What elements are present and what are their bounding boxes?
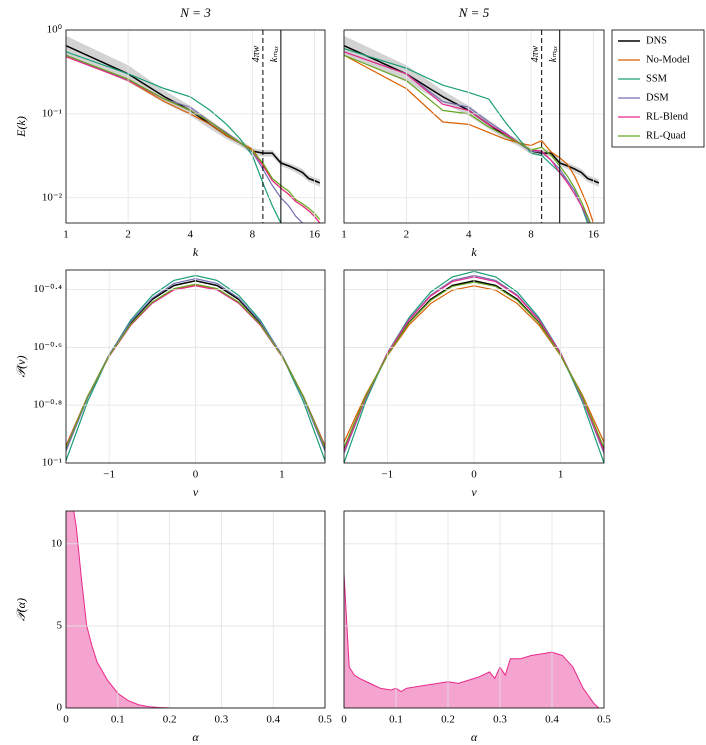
x-tick-label: 4 [187, 229, 193, 241]
axes-frame [65, 269, 326, 464]
y-tick-label: 10⁻¹ [42, 107, 62, 119]
y-tick-label: 10⁻⁰·⁴ [33, 283, 62, 295]
reference-label: 4πw [530, 45, 541, 62]
series-line [344, 54, 591, 223]
x-tick-label: −1 [103, 469, 115, 481]
x-axis-label: α [192, 730, 199, 744]
legend-box [611, 29, 705, 148]
y-tick-label: 0 [57, 702, 63, 714]
x-tick-label: 0.3 [215, 714, 229, 726]
y-axis-label: E(k) [14, 116, 28, 138]
y-axis-label: 𝒫(v) [14, 356, 28, 378]
legend-label: No-Model [646, 54, 690, 65]
x-axis-label: k [193, 245, 199, 259]
x-tick-label: 0 [63, 714, 69, 726]
x-tick-label: 2 [125, 229, 131, 241]
y-tick-label: 10⁻⁰·⁸ [33, 399, 62, 411]
x-tick-label: 2 [404, 229, 410, 241]
x-tick-label: 0.5 [597, 714, 611, 726]
series-line [66, 54, 304, 223]
series-line [344, 51, 591, 223]
x-tick-label: 0.2 [441, 714, 455, 726]
reference-label: 4πw [251, 45, 262, 62]
legend-label: RL-Blend [646, 111, 689, 122]
y-tick-label: 10⁻² [42, 191, 63, 203]
y-tick-label: 10⁰ [47, 24, 63, 36]
x-tick-label: −1 [381, 469, 393, 481]
x-tick-label: 0 [193, 469, 199, 481]
x-tick-label: 1 [279, 469, 285, 481]
x-tick-label: 1 [341, 229, 347, 241]
y-tick-label: 10 [51, 537, 63, 549]
legend-label: RL-Quad [646, 130, 686, 141]
series-line [344, 51, 590, 223]
x-tick-label: 0 [341, 714, 347, 726]
x-tick-label: 8 [250, 229, 256, 241]
axes-frame [343, 510, 605, 709]
x-tick-label: 0.2 [163, 714, 177, 726]
y-tick-label: 5 [57, 619, 63, 631]
x-tick-label: 0.1 [389, 714, 403, 726]
x-tick-label: 0.4 [545, 714, 559, 726]
panel [66, 35, 321, 223]
series-line [344, 54, 595, 223]
series-line [344, 48, 589, 223]
legend-label: DNS [646, 35, 667, 46]
y-axis-label: 𝒫(α) [14, 598, 28, 621]
y-tick-label: 10⁻¹ [42, 457, 62, 469]
series-line [66, 54, 321, 220]
x-axis-label: v [471, 485, 477, 499]
x-tick-label: 0.3 [493, 714, 507, 726]
x-axis-label: k [471, 245, 477, 259]
x-tick-label: 0.4 [266, 714, 280, 726]
x-tick-label: 1 [63, 229, 69, 241]
axes-frame [343, 29, 605, 224]
axes-frame [343, 269, 605, 464]
x-axis-label: v [193, 485, 199, 499]
legend-label: SSM [646, 73, 668, 84]
x-tick-label: 0.5 [318, 714, 332, 726]
axes-frame [65, 510, 326, 709]
x-tick-label: 16 [588, 229, 600, 241]
x-tick-label: 4 [466, 229, 472, 241]
axes-frame [65, 29, 326, 224]
density-area [344, 573, 600, 708]
panel-title: N = 3 [179, 5, 211, 20]
x-tick-label: 0.1 [111, 714, 125, 726]
x-tick-label: 16 [309, 229, 321, 241]
x-axis-label: α [471, 730, 478, 744]
legend-label: DSM [646, 92, 669, 103]
panel-title: N = 5 [458, 5, 490, 20]
x-tick-label: 1 [558, 469, 564, 481]
reference-label: kₘₐₓ [269, 46, 280, 63]
dns-band [344, 35, 599, 187]
panel [344, 573, 600, 708]
x-tick-label: 8 [528, 229, 534, 241]
y-tick-label: 10⁻⁰·⁶ [33, 341, 62, 353]
reference-label: kₘₐₓ [548, 46, 559, 63]
x-tick-label: 0 [471, 469, 477, 481]
